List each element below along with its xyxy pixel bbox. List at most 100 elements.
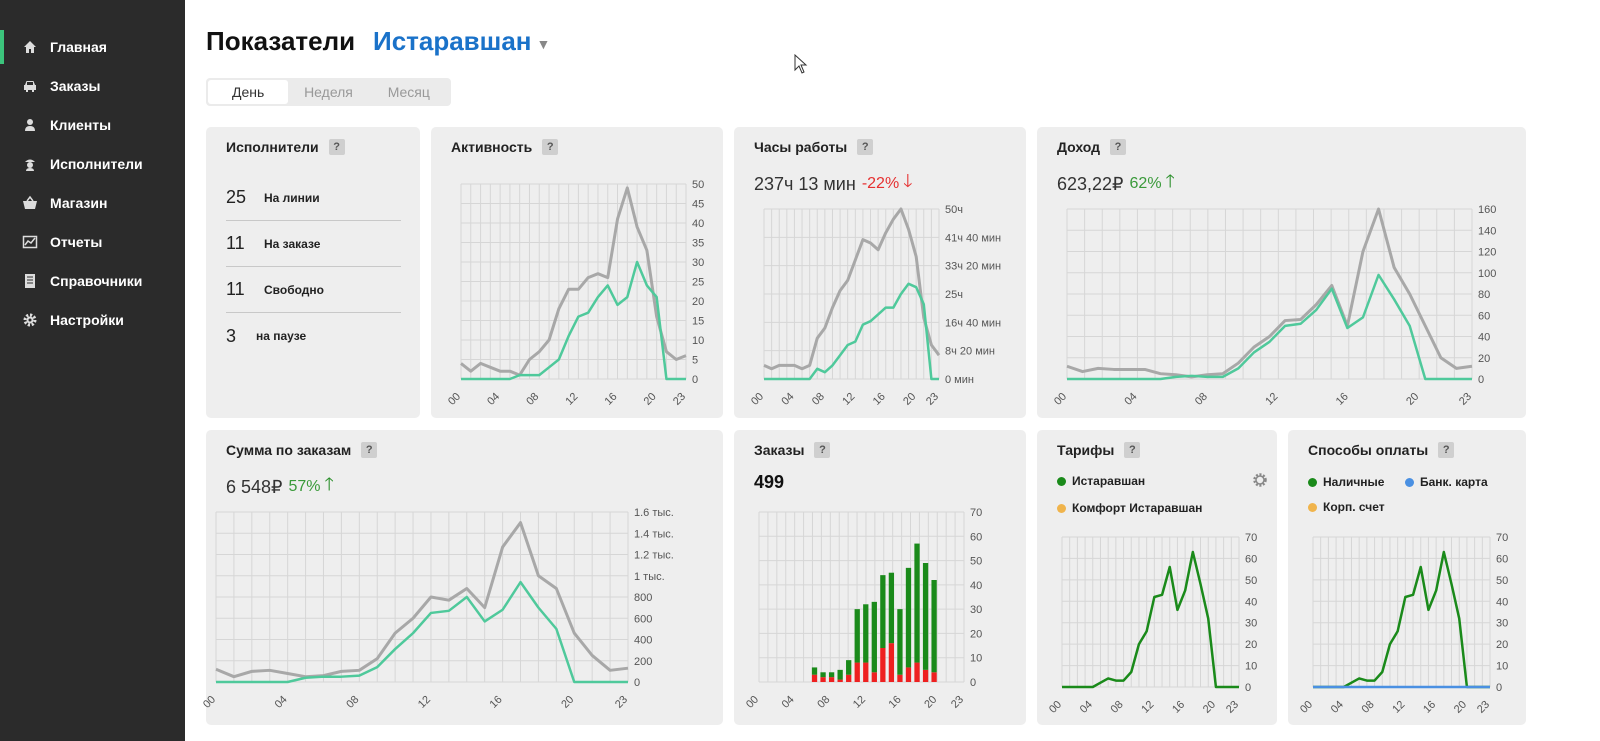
x-tick-label: 20 (642, 391, 659, 408)
tab-week[interactable]: Неделя (304, 84, 353, 100)
executors-row: 3 на паузе (226, 313, 401, 359)
y-tick-label: 20 (970, 628, 982, 640)
x-tick-label: 04 (1122, 391, 1139, 408)
sidebar-item-label: Исполнители (50, 156, 143, 172)
metric-delta: -22% (861, 175, 900, 192)
arrow-down-icon: 🡓 (903, 171, 913, 191)
y-tick-label: 40 (1245, 596, 1257, 608)
bar-red (905, 667, 912, 682)
bar-green (820, 672, 826, 678)
card-title-text: Способы оплаты (1308, 442, 1429, 458)
x-tick-label: 12 (851, 694, 868, 711)
chart-grid (1312, 536, 1491, 688)
x-tick-label: 00 (744, 694, 761, 711)
x-tick-label: 04 (273, 694, 290, 711)
legend-item[interactable]: Наличные (1308, 475, 1384, 489)
help-icon[interactable]: ? (542, 139, 559, 155)
sidebar-item-directories[interactable]: Справочники (0, 262, 185, 300)
legend-item[interactable]: Истаравшан (1057, 474, 1145, 488)
y-tick-label: 160 (1478, 204, 1496, 216)
series-line (1066, 207, 1473, 379)
help-icon[interactable]: ? (1438, 442, 1455, 458)
card-title: Часы работы? (754, 139, 874, 155)
sidebar-item-executors[interactable]: Исполнители (0, 145, 185, 183)
sidebar-item-label: Настройки (50, 312, 124, 328)
y-tick-label: 1.2 тыс. (634, 550, 674, 562)
y-tick-label: 0 (1478, 374, 1484, 386)
city-selector[interactable]: Истаравшан ▼ (373, 26, 550, 57)
tab-month[interactable]: Месяц (387, 84, 430, 100)
executors-count: 25 (226, 187, 247, 207)
y-tick-label: 80 (1478, 289, 1490, 301)
metric-value: 6 548₽ (226, 476, 283, 497)
bar-red (914, 662, 920, 682)
bar-red (846, 674, 852, 682)
bar-red (837, 679, 843, 682)
legend-item[interactable]: Корп. счет (1308, 500, 1385, 514)
y-tick-label: 10 (1245, 661, 1257, 673)
y-tick-label: 50 (1496, 575, 1508, 587)
legend-dot (1308, 502, 1317, 512)
bar-red (811, 674, 818, 682)
help-icon[interactable]: ? (361, 442, 378, 458)
x-tick-label: 20 (901, 391, 918, 408)
bar-green (897, 609, 903, 675)
y-tick-label: 20 (1496, 639, 1508, 651)
y-tick-label: 140 (1478, 225, 1496, 237)
series-line (763, 207, 941, 371)
series-line (461, 260, 686, 381)
legend-item[interactable]: Банк. карта (1405, 475, 1488, 489)
work-hours-card: Часы работы? 237ч 13 мин -22% 🡓 0 мин 8ч … (734, 127, 1026, 418)
x-tick-label: 16 (1421, 699, 1438, 716)
x-tick-label: 16 (887, 694, 904, 711)
x-tick-label: 23 (949, 694, 966, 711)
x-tick-label: 04 (779, 391, 796, 408)
bar-green (888, 572, 895, 644)
y-tick-label: 1.4 тыс. (634, 528, 674, 540)
y-tick-label: 45 (692, 199, 704, 211)
executors-count: 3 (226, 325, 237, 346)
card-title-text: Заказы (754, 442, 805, 458)
sidebar-item-shop[interactable]: Магазин (0, 184, 185, 222)
sidebar-item-clients[interactable]: Клиенты (0, 106, 185, 144)
legend-item[interactable]: Комфорт Истаравшан (1057, 501, 1202, 515)
x-tick-label: 04 (1329, 699, 1346, 716)
card-title: Исполнители? (226, 139, 345, 155)
x-tick-label: 00 (446, 391, 463, 408)
x-tick-label: 08 (1193, 391, 1210, 408)
bar-red (820, 677, 826, 682)
executors-label: На заказе (264, 236, 321, 251)
orders-card: Заказы? 499 0 10 20 30 40 50 60 70 00 04 08 12 16 20 2… (734, 430, 1026, 725)
sidebar-item-reports[interactable]: Отчеты (0, 223, 185, 261)
sidebar-item-orders[interactable]: Заказы (0, 67, 185, 105)
bar-red (888, 643, 895, 682)
x-tick-label: 04 (485, 391, 502, 408)
legend-dot (1405, 477, 1414, 487)
y-tick-label: 60 (1478, 310, 1490, 322)
y-tick-label: 10 (692, 335, 704, 347)
help-icon[interactable]: ? (857, 139, 874, 155)
y-tick-label: 10 (970, 653, 982, 665)
card-title-text: Доход (1057, 139, 1101, 155)
tab-day[interactable]: День (208, 80, 289, 104)
x-tick-label: 08 (1109, 699, 1126, 716)
y-tick-label: 40 (970, 580, 982, 592)
help-icon[interactable]: ? (1124, 442, 1141, 458)
help-icon[interactable]: ? (814, 442, 831, 458)
x-tick-label: 12 (1139, 699, 1156, 716)
sidebar-item-settings[interactable]: Настройки (0, 301, 185, 339)
x-tick-label: 20 (1201, 699, 1218, 716)
y-tick-label: 70 (1245, 532, 1257, 544)
caret-down-icon: ▼ (536, 35, 551, 52)
x-tick-label: 16 (602, 391, 619, 408)
help-icon[interactable]: ? (1110, 139, 1127, 155)
sidebar-item-home[interactable]: Главная (0, 28, 185, 66)
city-name: Истаравшан (373, 26, 532, 56)
help-icon[interactable]: ? (328, 139, 345, 155)
x-tick-label: 20 (1404, 391, 1421, 408)
executors-row: 11 На заказе (226, 221, 401, 267)
user-icon (22, 117, 38, 133)
gear-icon[interactable] (1252, 472, 1268, 488)
bar-green (811, 667, 818, 675)
x-tick-label: 04 (1078, 699, 1095, 716)
